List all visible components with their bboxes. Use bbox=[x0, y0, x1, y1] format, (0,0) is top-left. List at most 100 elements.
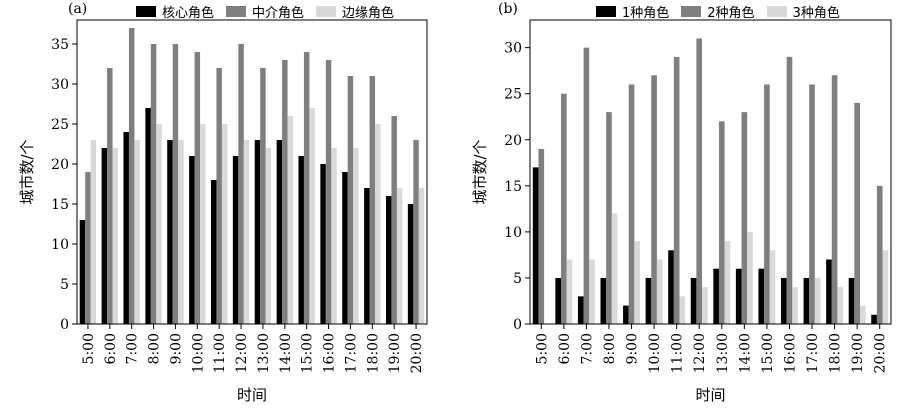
bar bbox=[532, 167, 539, 324]
x-tick-label: 5:00 bbox=[81, 333, 97, 364]
bar bbox=[645, 277, 652, 324]
legend-label: 中介角色 bbox=[252, 6, 305, 21]
y-tick-label: 25 bbox=[51, 117, 69, 133]
x-tick-label: 19:00 bbox=[387, 333, 403, 373]
x-tick-label: 9:00 bbox=[625, 333, 641, 364]
x-tick-label: 20:00 bbox=[409, 333, 425, 373]
legend-label: 核心角色 bbox=[162, 6, 215, 21]
bar bbox=[320, 164, 326, 324]
chart-panel-b: (b) 1种角色 2种角色 3种角色 0 5 10 15 20 25 30 5:00 6:00 7… bbox=[450, 0, 900, 409]
legend-item: 3种角色 bbox=[766, 2, 840, 21]
bar bbox=[369, 76, 376, 324]
y-tick-label: 10 bbox=[51, 237, 69, 253]
bar bbox=[577, 296, 584, 324]
x-tick-label: 19:00 bbox=[850, 333, 866, 373]
bar bbox=[303, 52, 310, 324]
bar bbox=[342, 172, 348, 324]
y-tick-label: 0 bbox=[513, 317, 522, 333]
legend-label: 边缘角色 bbox=[342, 6, 395, 21]
bar bbox=[792, 287, 798, 324]
bar bbox=[145, 108, 151, 324]
bar bbox=[172, 44, 179, 324]
bar bbox=[396, 188, 403, 324]
x-tick-label: 15:00 bbox=[300, 333, 316, 373]
bar bbox=[826, 259, 832, 324]
bar bbox=[210, 180, 217, 324]
bar bbox=[561, 93, 567, 324]
bar bbox=[848, 277, 855, 324]
y-tick-label: 15 bbox=[504, 179, 522, 195]
bar bbox=[809, 84, 815, 324]
bar bbox=[747, 231, 753, 324]
bar bbox=[831, 75, 838, 325]
x-tick-label: 6:00 bbox=[557, 333, 573, 364]
bar bbox=[634, 241, 640, 324]
y-tick-label: 35 bbox=[51, 37, 69, 53]
bar bbox=[112, 148, 119, 324]
legend: 1种角色 2种角色 3种角色 bbox=[596, 2, 840, 21]
bar bbox=[194, 52, 201, 324]
y-tick-label: 20 bbox=[504, 133, 522, 149]
bar bbox=[741, 112, 748, 325]
bar bbox=[656, 259, 663, 324]
bar bbox=[690, 277, 697, 324]
bar bbox=[407, 204, 414, 324]
bar bbox=[128, 28, 135, 324]
bar bbox=[538, 148, 545, 324]
bar bbox=[101, 148, 108, 324]
bar bbox=[298, 156, 304, 324]
legend-swatch bbox=[681, 6, 702, 17]
x-tick-label: 10:00 bbox=[190, 333, 206, 373]
bar bbox=[724, 241, 731, 324]
bar bbox=[713, 268, 719, 324]
legend-swatch bbox=[226, 6, 247, 17]
chart-plot: 0 5 10 15 20 25 30 5:00 6:00 7:00 8:00 9:00 10:00 11:… bbox=[471, 19, 892, 404]
bar bbox=[90, 140, 97, 324]
bar bbox=[859, 305, 866, 324]
bar bbox=[232, 156, 239, 324]
x-tick-label: 5:00 bbox=[534, 333, 550, 364]
legend-swatch bbox=[316, 6, 337, 17]
bar bbox=[623, 305, 629, 324]
bar bbox=[85, 172, 91, 324]
x-tick-label: 8:00 bbox=[602, 333, 618, 364]
bar bbox=[702, 287, 708, 324]
x-tick-label: 18:00 bbox=[365, 333, 381, 373]
x-tick-label: 7:00 bbox=[125, 333, 141, 364]
bar bbox=[221, 124, 228, 324]
legend-item: 中介角色 bbox=[226, 2, 304, 21]
y-axis-title: 城市数/个 bbox=[471, 139, 489, 204]
bar bbox=[854, 102, 860, 324]
bar bbox=[786, 56, 793, 324]
y-tick-label: 10 bbox=[504, 225, 522, 241]
x-axis-title: 时间 bbox=[695, 386, 725, 404]
x-tick-label: 6:00 bbox=[103, 333, 119, 364]
legend-item: 2种角色 bbox=[681, 2, 755, 21]
bar bbox=[123, 132, 129, 324]
y-tick-label: 5 bbox=[60, 277, 69, 293]
legend-item: 边缘角色 bbox=[316, 2, 394, 21]
x-tick-label: 15:00 bbox=[760, 333, 776, 373]
bar bbox=[134, 140, 140, 324]
bar bbox=[589, 259, 595, 324]
x-tick-label: 7:00 bbox=[579, 333, 595, 364]
bar bbox=[254, 140, 261, 324]
x-tick-label: 16:00 bbox=[782, 333, 798, 373]
bar bbox=[347, 76, 354, 324]
bar bbox=[696, 38, 703, 325]
bar bbox=[673, 56, 680, 324]
y-axis-title: 城市数/个 bbox=[18, 139, 36, 204]
y-tick-label: 0 bbox=[60, 317, 69, 333]
bar bbox=[265, 148, 272, 324]
x-tick-label: 17:00 bbox=[805, 333, 821, 373]
bar bbox=[391, 116, 397, 324]
x-tick-label: 16:00 bbox=[322, 333, 338, 373]
plot-frame bbox=[529, 19, 892, 325]
bar bbox=[769, 250, 776, 324]
legend-label: 1种角色 bbox=[622, 6, 670, 21]
x-tick-label: 9:00 bbox=[168, 333, 184, 364]
bar bbox=[735, 268, 742, 324]
bar bbox=[331, 148, 337, 324]
x-tick-label: 12:00 bbox=[234, 333, 250, 373]
x-tick-label: 11:00 bbox=[212, 333, 228, 373]
